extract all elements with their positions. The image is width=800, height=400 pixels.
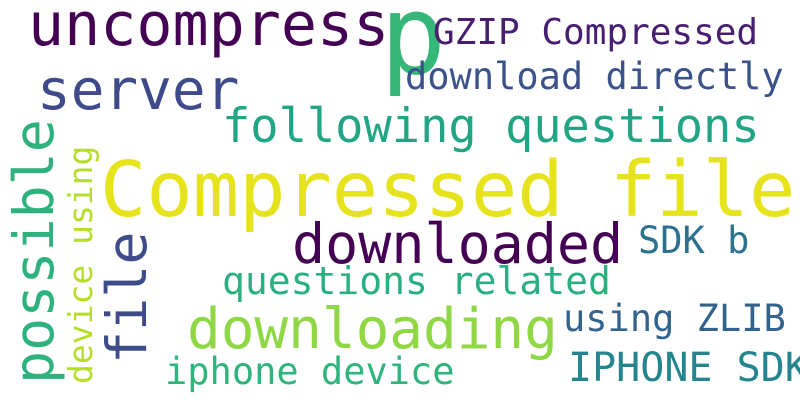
word-downloading: downloading (187, 297, 558, 362)
word-p: p (380, 0, 447, 99)
word-file: file (95, 231, 159, 364)
word-questions-related: questions related (222, 259, 611, 303)
word-iphone-sdk: IPHONE SDK (568, 345, 800, 391)
word-sdk-b: SDK b (638, 219, 750, 262)
word-uncompress: uncompress (28, 0, 390, 60)
word-compressed-file: Compressed file (100, 146, 796, 235)
word-following-questions: following questions (222, 99, 760, 154)
word-device-using: device using (61, 145, 100, 384)
word-iphone-device: iphone device (165, 350, 455, 393)
word-using-zlib: using ZLIB (563, 297, 786, 340)
word-gzip-compressed: GZIP Compressed (433, 12, 759, 53)
word-downloaded: downloaded (292, 212, 624, 276)
word-download-directly: download directly (405, 55, 784, 98)
word-server: server (37, 58, 240, 123)
word-possible: possible (2, 119, 66, 384)
